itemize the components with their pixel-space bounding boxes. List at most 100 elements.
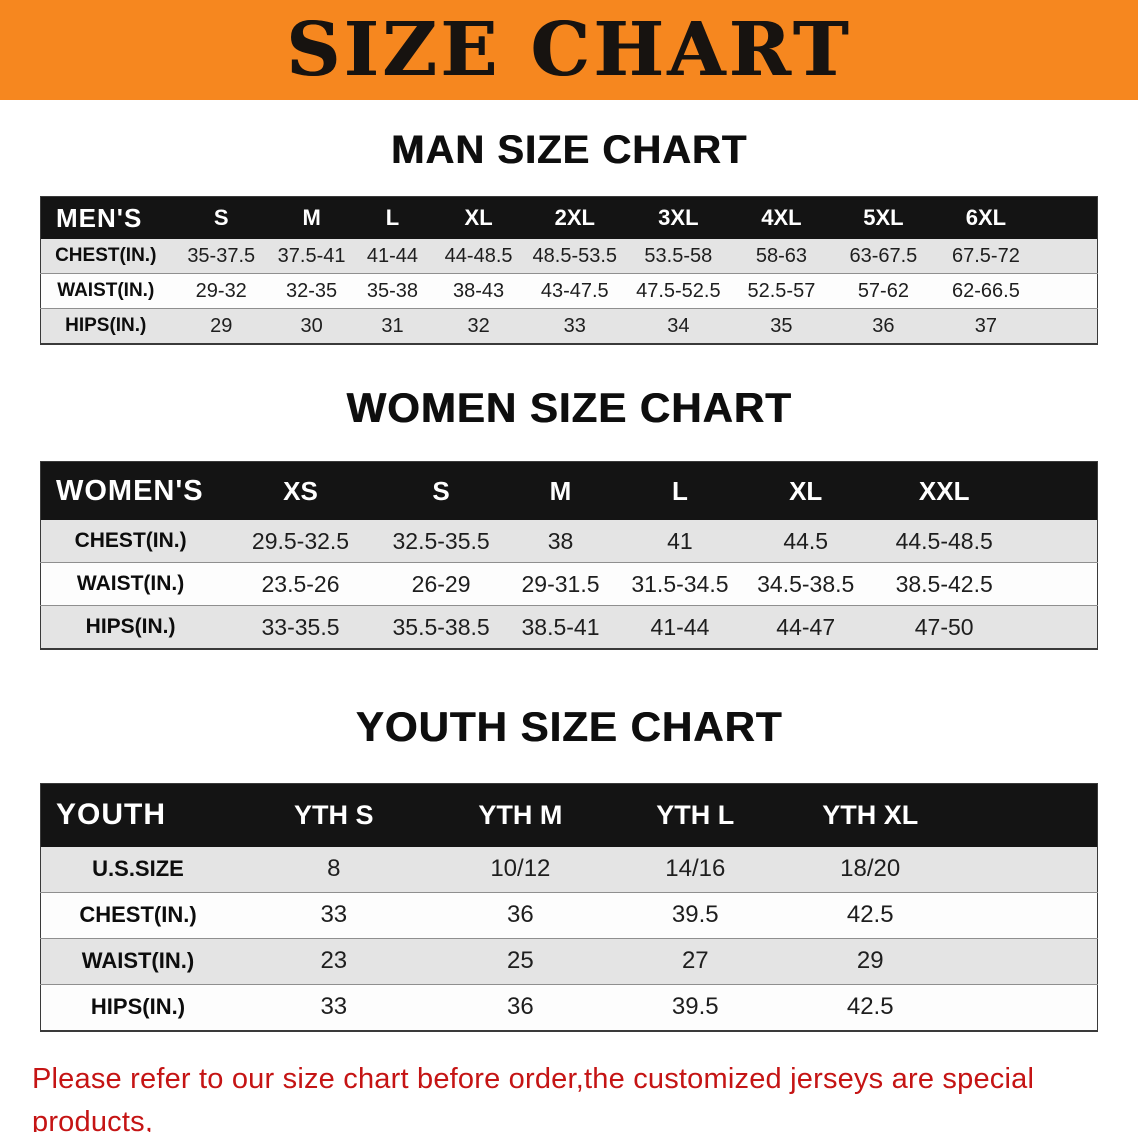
size-column-header: YTH S — [294, 799, 374, 830]
measurement-value: 67.5-72 — [951, 244, 1020, 267]
size-column-header: 6XL — [965, 205, 1007, 230]
size-column-header: M — [549, 475, 572, 506]
size-column-header: M — [302, 205, 321, 230]
measurement-value: 63-67.5 — [849, 244, 918, 267]
measurement-row: CHEST(IN.) 33 36 39.5 42.5 — [40, 892, 1098, 939]
measurement-row: WAIST(IN.) 23 25 27 29 — [40, 938, 1098, 985]
measurement-value: 36 — [507, 901, 534, 929]
women-size-section: WOMEN SIZE CHART WOMEN'S XS S M L XL XXL CHEST(… — [40, 383, 1098, 651]
measurement-value: 10/12 — [490, 855, 551, 883]
measurement-value: 34 — [667, 314, 690, 337]
size-column-header: L — [672, 475, 688, 506]
measurement-value: 41-44 — [650, 613, 710, 640]
table-header-row: WOMEN'S XS S M L XL XXL — [40, 461, 1098, 521]
measurement-label: WAIST(IN.) — [76, 572, 185, 596]
spacer-cell — [1037, 239, 1097, 274]
measurement-value: 33 — [563, 314, 586, 337]
measurement-value: 38 — [547, 527, 574, 554]
measurement-value: 29-31.5 — [521, 570, 600, 597]
measurement-value: 41 — [667, 527, 693, 554]
measurement-value: 32-35 — [286, 279, 338, 302]
size-column-header: XS — [283, 475, 318, 506]
measurement-row: HIPS(IN.) 33 36 39.5 42.5 — [40, 984, 1098, 1031]
measurement-value: 42.5 — [846, 901, 894, 929]
measurement-value: 44-47 — [776, 613, 836, 640]
measurement-value: 44.5 — [783, 527, 829, 554]
measurement-label: WAIST(IN.) — [57, 280, 155, 301]
measurement-value: 32 — [467, 314, 490, 337]
measurement-value: 58-63 — [755, 244, 807, 267]
size-column-header: XL — [789, 475, 823, 506]
women-section-heading: WOMEN SIZE CHART — [346, 384, 792, 431]
measurement-label: CHEST(IN.) — [74, 529, 187, 553]
measurement-label: HIPS(IN.) — [65, 315, 147, 336]
size-column-header: XXL — [918, 475, 970, 506]
measurement-value: 25 — [507, 947, 534, 975]
spacer-cell — [1017, 563, 1097, 606]
size-column-header: 4XL — [761, 205, 802, 230]
measurement-value: 29 — [210, 314, 233, 337]
measurement-value: 33 — [320, 993, 348, 1021]
youth-section-heading: YOUTH SIZE CHART — [355, 703, 783, 751]
measurement-value: 35-37.5 — [187, 244, 256, 267]
measurement-value: 38.5-41 — [521, 613, 600, 640]
measurement-row: U.S.SIZE 8 10/12 14/16 18/20 — [40, 846, 1098, 893]
size-column-header: 2XL — [554, 205, 595, 230]
measurement-row: WAIST(IN.) 23.5-26 26-29 29-31.5 31.5-34.5 34… — [40, 562, 1098, 606]
measurement-value: 53.5-58 — [644, 244, 713, 267]
measurement-value: 44-48.5 — [444, 244, 513, 267]
spacer-cell — [1037, 274, 1097, 309]
measurement-row: CHEST(IN.) 35-37.5 37.5-41 41-44 44-48.5 48.5… — [40, 239, 1098, 274]
measurement-value: 42.5 — [846, 993, 894, 1021]
men-size-section: MAN SIZE CHART MEN'S S M L XL 2XL 3XL 4XL 5XL 6XL… — [40, 126, 1098, 345]
measurement-value: 36 — [507, 993, 534, 1021]
spacer-cell — [958, 892, 1098, 938]
measurement-label: HIPS(IN.) — [90, 994, 186, 1020]
spacer-cell — [1017, 520, 1097, 563]
size-column-header: YTH L — [656, 799, 735, 830]
spacer-cell — [958, 847, 1098, 893]
measurement-row: CHEST(IN.) 29.5-32.5 32.5-35.5 38 41 44.5 44.5… — [40, 520, 1098, 563]
measurement-value: 35 — [770, 314, 793, 337]
measurement-label: CHEST(IN.) — [55, 245, 157, 266]
measurement-value: 33-35.5 — [261, 613, 340, 640]
size-column-header: S — [432, 475, 450, 506]
measurement-value: 39.5 — [671, 993, 719, 1021]
measurement-value: 47-50 — [914, 613, 974, 640]
measurement-value: 29 — [856, 947, 884, 975]
measurement-value: 23 — [320, 947, 348, 975]
order-notice: Please refer to our size chart before or… — [32, 1058, 1108, 1132]
measurement-label: U.S.SIZE — [92, 856, 184, 882]
spacer-cell — [1037, 197, 1097, 240]
table-title-cell: MEN'S — [56, 202, 143, 233]
men-section-heading: MAN SIZE CHART — [390, 128, 748, 172]
spacer-cell — [1017, 462, 1097, 521]
spacer-cell — [958, 938, 1098, 984]
page-title: SIZE CHART — [286, 7, 852, 93]
measurement-value: 38-43 — [453, 279, 505, 302]
table-title-cell: YOUTH — [56, 798, 166, 832]
measurement-row: HIPS(IN.) 33-35.5 35.5-38.5 38.5-41 41-44 44-… — [40, 605, 1098, 650]
men-size-table: MEN'S S M L XL 2XL 3XL 4XL 5XL 6XL CHEST(IN.) 35-37… — [40, 196, 1098, 345]
size-column-header: 5XL — [863, 205, 904, 230]
table-title-cell: WOMEN'S — [56, 474, 204, 507]
notice-line-1: Please refer to our size chart before or… — [32, 1062, 1035, 1132]
measurement-value: 26-29 — [411, 570, 471, 597]
measurement-value: 43-47.5 — [540, 279, 609, 302]
measurement-label: CHEST(IN.) — [79, 902, 197, 928]
measurement-value: 33 — [320, 901, 348, 929]
women-size-table: WOMEN'S XS S M L XL XXL CHEST(IN.) 29.5-32.5 32.5… — [40, 461, 1098, 651]
table-header-row: YOUTH YTH S YTH M YTH L YTH XL — [40, 783, 1098, 847]
measurement-value: 62-66.5 — [951, 279, 1020, 302]
measurement-value: 57-62 — [857, 279, 909, 302]
measurement-value: 35-38 — [366, 279, 419, 302]
measurement-value: 37 — [974, 314, 998, 337]
measurement-value: 41-44 — [366, 244, 419, 267]
measurement-value: 39.5 — [671, 901, 719, 929]
measurement-row: WAIST(IN.) 29-32 32-35 35-38 38-43 43-47.5 47.… — [40, 273, 1098, 309]
measurement-value: 35.5-38.5 — [392, 613, 490, 640]
measurement-label: HIPS(IN.) — [85, 615, 176, 639]
measurement-label: WAIST(IN.) — [81, 948, 195, 974]
spacer-cell — [958, 783, 1098, 847]
